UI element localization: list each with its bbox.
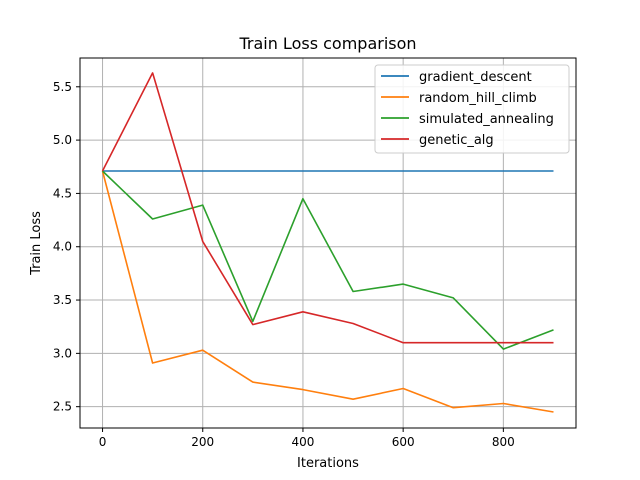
y-tick-label: 3.0 <box>53 346 72 360</box>
series-line-genetic-alg <box>101 72 554 344</box>
chart-title: Train Loss comparison <box>238 34 416 53</box>
y-tick-label: 3.5 <box>53 293 72 307</box>
legend-label-gradient-descent: gradient_descent <box>419 70 532 85</box>
plot-area-frame <box>79 57 577 429</box>
legend-label-genetic-alg: genetic_alg <box>419 133 494 148</box>
x-tick-label: 200 <box>191 435 214 449</box>
y-tick-label: 5.5 <box>53 80 72 94</box>
y-tick-label: 2.5 <box>53 400 72 414</box>
legend-label-simulated-annealing: simulated_annealing <box>419 112 554 127</box>
x-tick-label: 800 <box>492 435 515 449</box>
x-tick-label: 600 <box>392 435 415 449</box>
y-tick-label: 4.5 <box>53 186 72 200</box>
tick-layer: 0 200 400 600 800 2.5 3.0 3.5 4.0 4.5 5.0 5.5 <box>53 80 515 449</box>
y-tick-label: 5.0 <box>53 133 72 147</box>
series-layer <box>101 72 554 413</box>
y-tick-label: 4.0 <box>53 240 72 254</box>
legend: gradient_descent random_hill_climbsimulat… <box>374 64 570 154</box>
series-line-simulated-annealing <box>101 170 554 350</box>
x-tick-label: 400 <box>291 435 314 449</box>
legend-label-random-hill-climb: random_hill_climb <box>419 91 537 106</box>
series-line-random-hill-climb <box>101 170 554 413</box>
x-tick-label: 0 <box>99 435 107 449</box>
y-axis-label: Train Loss <box>29 211 44 276</box>
x-axis-label: Iterations <box>297 456 359 471</box>
legend-frame <box>374 64 570 154</box>
